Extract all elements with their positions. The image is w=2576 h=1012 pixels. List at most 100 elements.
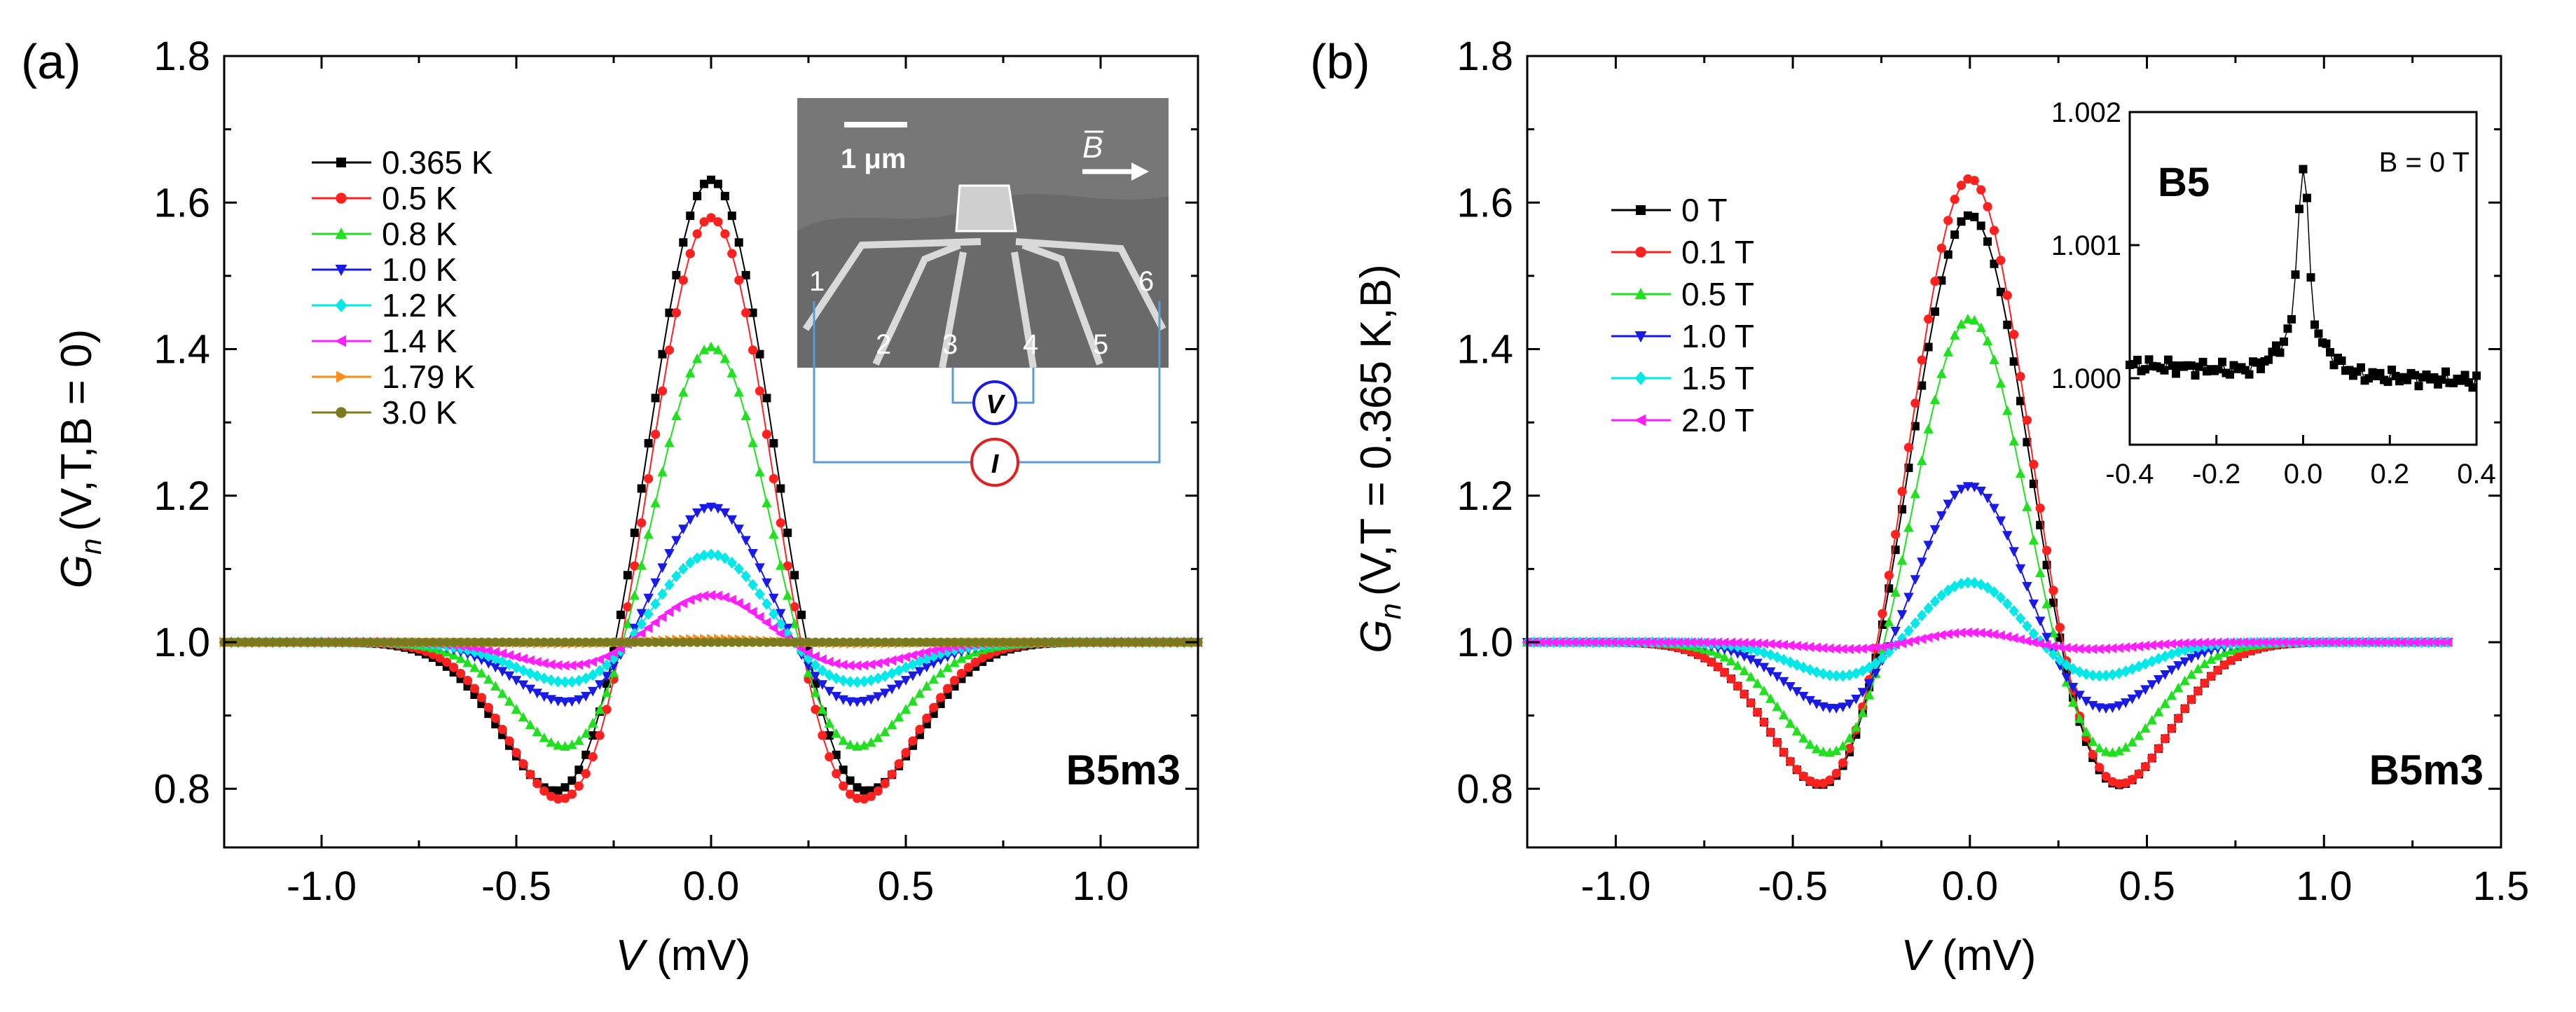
data-point — [504, 650, 514, 660]
data-point — [1844, 699, 1855, 709]
data-point — [726, 515, 737, 525]
data-point — [539, 786, 549, 796]
data-point — [2193, 663, 2203, 674]
data-point — [859, 637, 869, 647]
data-point — [1110, 637, 1120, 647]
data-point — [595, 730, 605, 740]
data-point — [1838, 670, 1848, 682]
data-point — [2166, 690, 2177, 700]
data-point — [887, 770, 897, 779]
data-point — [831, 672, 841, 684]
panel-a-ylabel: Gn(V,T,B = 0) — [53, 329, 107, 589]
data-point — [1791, 687, 1803, 697]
data-point — [518, 680, 529, 691]
data-point — [560, 698, 570, 707]
data-point — [2212, 650, 2223, 660]
legend-item: 1.2 K — [312, 287, 457, 324]
inset-x-tick-label: -0.4 — [2106, 459, 2154, 490]
data-point — [733, 387, 744, 397]
data-point — [942, 637, 953, 647]
data-point — [386, 637, 396, 647]
data-point — [935, 644, 945, 654]
data-point — [1798, 641, 1808, 652]
data-point — [832, 750, 841, 759]
data-point — [1005, 637, 1015, 647]
data-point — [685, 557, 696, 569]
data-point — [1975, 628, 1985, 638]
data-point — [942, 662, 953, 672]
data-point — [2133, 660, 2144, 673]
data-point — [1844, 644, 1854, 654]
data-point — [629, 590, 640, 600]
data-point — [601, 651, 612, 662]
data-point — [671, 570, 682, 583]
data-point — [762, 578, 772, 588]
data-point — [928, 645, 938, 656]
data-point — [594, 665, 605, 677]
data-point — [880, 670, 890, 682]
data-point — [469, 637, 480, 647]
data-point — [2173, 682, 2184, 693]
data-point — [643, 529, 654, 539]
data-point — [483, 645, 493, 656]
panel-a-series-group — [219, 175, 1204, 804]
data-point — [671, 536, 682, 546]
panel-b-legend: 0 T 0.1 T 0.5 T 1.0 T 1.5 T 2.0 T — [1611, 192, 1754, 438]
y-tick-label: 1.0 — [153, 620, 210, 665]
data-point — [2153, 639, 2163, 650]
data-point — [1785, 718, 1796, 728]
y-tick-label: 1.2 — [1456, 473, 1513, 519]
data-point — [2015, 564, 2026, 574]
y-tick-label: 1.8 — [1456, 34, 1513, 79]
data-point — [2121, 742, 2131, 752]
data-point — [790, 571, 799, 580]
data-point — [705, 590, 715, 601]
data-point — [1903, 443, 1914, 452]
data-point — [1719, 651, 1730, 662]
data-point — [719, 353, 731, 363]
data-point — [518, 637, 528, 647]
data-point — [650, 429, 661, 439]
data-point — [331, 637, 340, 647]
data-point — [769, 529, 779, 539]
data-point — [2023, 438, 2032, 447]
data-point — [761, 617, 771, 628]
data-point — [609, 637, 619, 647]
data-point — [2173, 661, 2184, 671]
data-point — [2016, 371, 2025, 382]
data-point — [734, 238, 743, 247]
data-point — [2002, 597, 2013, 610]
data-point — [893, 653, 904, 664]
data-point — [462, 676, 473, 686]
panel-b-frame — [1526, 55, 2502, 849]
data-point — [783, 528, 792, 537]
data-point — [880, 688, 890, 699]
data-point — [2067, 682, 2079, 693]
data-point — [1574, 637, 1585, 648]
data-point — [1778, 709, 1789, 720]
data-point — [1883, 640, 1894, 651]
data-point — [1949, 490, 1960, 501]
data-point — [2140, 640, 2150, 651]
data-point — [1580, 637, 1591, 648]
data-point — [1613, 637, 1624, 648]
data-point — [734, 275, 744, 285]
legend-marker — [1636, 205, 1646, 215]
data-point — [1995, 516, 2006, 527]
series-line — [1527, 485, 2448, 709]
data-point — [393, 637, 403, 647]
data-point — [240, 637, 250, 647]
data-point — [1646, 637, 1657, 648]
data-point — [372, 637, 383, 647]
data-point — [1720, 667, 1730, 677]
data-point — [2041, 546, 2052, 555]
data-point — [741, 536, 751, 546]
data-point — [455, 668, 466, 679]
data-point — [553, 786, 563, 795]
data-point — [776, 637, 785, 647]
data-point — [1910, 488, 1921, 499]
current-source-label: I — [991, 450, 1000, 479]
series-line — [224, 553, 1198, 683]
data-point — [1772, 672, 1782, 682]
data-point — [560, 676, 570, 688]
